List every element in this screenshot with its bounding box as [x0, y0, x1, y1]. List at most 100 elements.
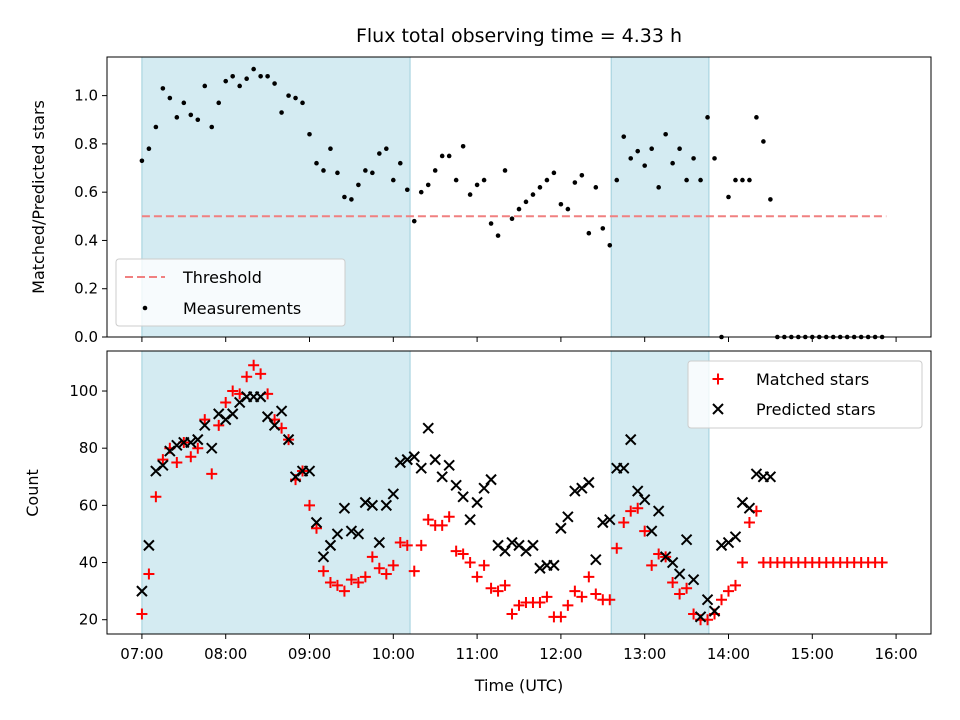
- predicted-star-marker: [261, 411, 274, 423]
- measurement-point: [286, 93, 291, 98]
- y-tick-label: 0.4: [74, 231, 98, 249]
- predicted-star-marker: [457, 491, 469, 503]
- measurement-point: [397, 160, 403, 166]
- measurement-point: [363, 168, 368, 173]
- matched-star-marker: [192, 442, 204, 454]
- x-tick-label: 10:00: [372, 645, 415, 663]
- observing-window-shade: [610, 56, 710, 338]
- measurement-point: [209, 124, 215, 130]
- x-tick-label: 07:00: [120, 645, 163, 663]
- matched-star-marker: [401, 539, 413, 551]
- measurement-point: [747, 177, 752, 183]
- matched-star-marker: [722, 585, 734, 597]
- predicted-star-marker: [618, 462, 630, 474]
- measurement-point: [628, 156, 634, 161]
- bottom-legend: Matched stars Predicted stars: [687, 360, 923, 429]
- matched-star-marker: [352, 577, 364, 589]
- predicted-star-marker: [604, 513, 616, 526]
- measurement-point: [439, 153, 445, 159]
- predicted-star-marker: [680, 533, 693, 546]
- measurement-point: [293, 95, 298, 101]
- measurement-point: [202, 83, 208, 89]
- legend-box: [115, 258, 346, 327]
- chart-title: Flux total observing time = 4.33 h: [356, 25, 682, 47]
- predicted-star-marker: [199, 419, 211, 432]
- measurement-point: [572, 180, 578, 185]
- matched-star-marker: [199, 414, 211, 426]
- predicted-star-marker: [185, 436, 197, 449]
- measurement-point: [754, 115, 759, 120]
- matched-star-marker: [513, 599, 525, 611]
- ratio-panel: 0.0 0.2 0.4 0.6 0.8 1.0 Flux total observing …: [29, 25, 932, 346]
- measurement-point: [684, 177, 689, 183]
- predicted-star-marker: [345, 525, 358, 537]
- y-tick-label: 0.2: [74, 280, 98, 298]
- top-y-axis-ticks: 0.0 0.2 0.4 0.6 0.8 1.0: [74, 87, 107, 346]
- matched-star-marker: [317, 565, 329, 577]
- measurement-point: [370, 170, 375, 176]
- measurement-point: [495, 233, 501, 238]
- predicted-star-marker: [527, 539, 539, 552]
- measurement-point: [230, 74, 235, 79]
- measurement-point: [188, 112, 194, 118]
- matched-star-marker: [157, 454, 169, 466]
- measurement-point: [663, 131, 668, 137]
- matched-star-marker: [248, 359, 260, 371]
- measurement-point: [621, 134, 627, 139]
- bottom-x-axis-ticks: 07:00 08:00 09:00 10:00 11:00 12:00 13:00 14:00…: [120, 634, 918, 663]
- y-tick-label: 20: [79, 611, 98, 629]
- matched-star-marker: [716, 594, 728, 606]
- x-tick-label: 11:00: [455, 645, 498, 663]
- measurement-point: [726, 194, 731, 200]
- observing-window-shade: [141, 350, 411, 635]
- count-panel: 07:00 08:00 09:00 10:00 11:00 12:00 13:00 14:00…: [23, 350, 932, 695]
- measurement-point: [761, 139, 766, 144]
- matched-star-marker: [345, 574, 357, 586]
- y-tick-label: 100: [69, 382, 98, 400]
- matched-star-marker: [492, 585, 504, 597]
- predicted-star-marker: [415, 462, 427, 474]
- matched-star-marker: [408, 565, 420, 577]
- matched-star-marker: [310, 522, 322, 534]
- predicted-star-marker: [436, 471, 448, 483]
- measurement-point: [649, 146, 654, 152]
- x-tick-label: 08:00: [204, 645, 247, 663]
- measurement-point: [453, 177, 459, 183]
- matched-star-marker: [618, 517, 630, 529]
- predicted-star-marker: [548, 559, 560, 572]
- matched-star-marker: [729, 579, 741, 591]
- measurement-point: [579, 172, 585, 178]
- measurement-point: [460, 144, 466, 149]
- measurement-point: [523, 199, 529, 205]
- measurement-point: [670, 160, 675, 166]
- x-tick-label: 12:00: [539, 645, 582, 663]
- matched-star-marker: [359, 571, 371, 583]
- matched-star-marker: [143, 568, 155, 580]
- predicted-star-marker: [499, 545, 511, 557]
- ratio-series: [139, 66, 887, 340]
- matched-star-marker: [171, 456, 183, 468]
- predicted-star-marker: [317, 551, 330, 563]
- matched-star-marker: [632, 502, 644, 514]
- threshold-legend-label: Threshold: [182, 268, 262, 287]
- bottom-y-axis-ticks: 20 40 60 80 100: [69, 382, 107, 629]
- measurement-point: [502, 168, 508, 173]
- measurement-point: [530, 192, 536, 197]
- measurement-point: [244, 76, 249, 82]
- y-tick-label: 0.6: [74, 183, 98, 201]
- x-tick-label: 15:00: [791, 645, 834, 663]
- matched-star-marker: [415, 539, 427, 551]
- predicted-star-marker: [268, 419, 281, 432]
- predicted-star-marker: [303, 465, 316, 477]
- measurement-point: [195, 117, 201, 123]
- measurement-point: [404, 187, 410, 193]
- predicted-star-marker: [171, 439, 183, 452]
- measurement-point: [565, 206, 571, 212]
- predicted-star-marker: [506, 536, 518, 549]
- y-tick-label: 60: [79, 496, 98, 514]
- count-series: [136, 359, 888, 626]
- predicted-star-marker: [226, 408, 239, 420]
- measurement-point: [418, 189, 424, 195]
- predicted-star-marker: [310, 516, 323, 529]
